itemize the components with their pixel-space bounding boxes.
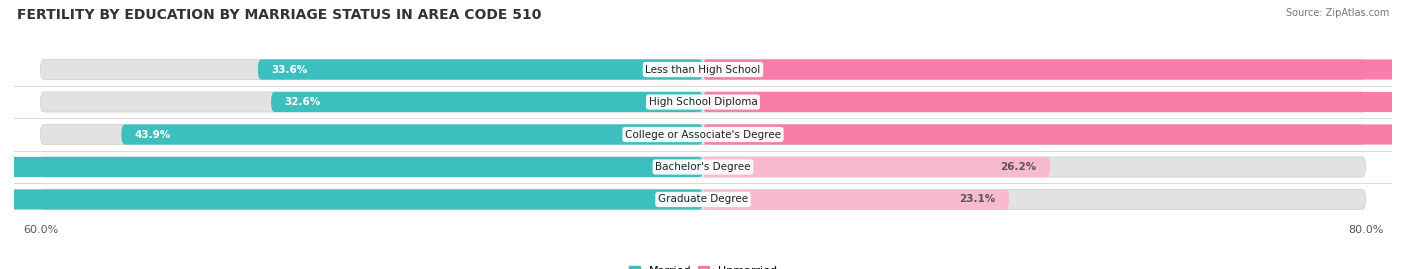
Text: Graduate Degree: Graduate Degree <box>658 194 748 204</box>
Text: 56.2%: 56.2% <box>1392 129 1406 140</box>
Text: College or Associate's Degree: College or Associate's Degree <box>626 129 780 140</box>
FancyBboxPatch shape <box>703 125 1406 144</box>
FancyBboxPatch shape <box>41 157 1365 177</box>
FancyBboxPatch shape <box>703 92 1406 112</box>
Text: Less than High School: Less than High School <box>645 65 761 75</box>
Text: 32.6%: 32.6% <box>284 97 321 107</box>
FancyBboxPatch shape <box>41 59 1365 80</box>
Text: High School Diploma: High School Diploma <box>648 97 758 107</box>
Legend: Married, Unmarried: Married, Unmarried <box>624 261 782 269</box>
FancyBboxPatch shape <box>257 59 703 80</box>
FancyBboxPatch shape <box>271 92 703 112</box>
Text: 23.1%: 23.1% <box>959 194 995 204</box>
FancyBboxPatch shape <box>703 189 1010 210</box>
Text: 43.9%: 43.9% <box>135 129 172 140</box>
Text: 33.6%: 33.6% <box>271 65 308 75</box>
FancyBboxPatch shape <box>0 157 703 177</box>
FancyBboxPatch shape <box>0 189 703 210</box>
FancyBboxPatch shape <box>703 157 1050 177</box>
Text: FERTILITY BY EDUCATION BY MARRIAGE STATUS IN AREA CODE 510: FERTILITY BY EDUCATION BY MARRIAGE STATU… <box>17 8 541 22</box>
FancyBboxPatch shape <box>121 125 703 144</box>
FancyBboxPatch shape <box>41 189 1365 210</box>
Text: Source: ZipAtlas.com: Source: ZipAtlas.com <box>1285 8 1389 18</box>
Text: Bachelor's Degree: Bachelor's Degree <box>655 162 751 172</box>
FancyBboxPatch shape <box>41 125 1365 144</box>
FancyBboxPatch shape <box>703 59 1406 80</box>
FancyBboxPatch shape <box>41 92 1365 112</box>
Text: 26.2%: 26.2% <box>1001 162 1036 172</box>
